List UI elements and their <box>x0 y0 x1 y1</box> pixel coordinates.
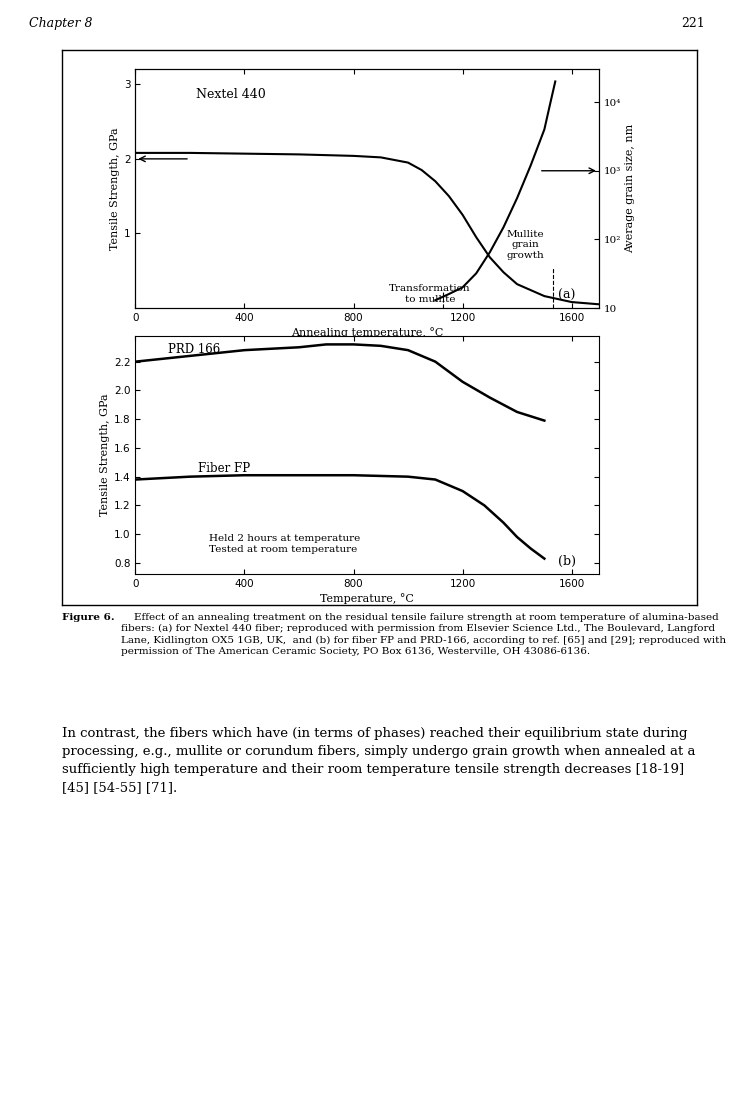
Text: 221: 221 <box>681 18 705 30</box>
Text: In contrast, the fibers which have (in terms of phases) reached their equilibriu: In contrast, the fibers which have (in t… <box>62 727 696 794</box>
Text: (a): (a) <box>559 289 575 302</box>
Text: PRD 166: PRD 166 <box>168 343 220 356</box>
Text: Transformation
to mullite: Transformation to mullite <box>389 284 470 303</box>
X-axis label: Temperature, °C: Temperature, °C <box>320 594 414 604</box>
Y-axis label: Tensile Strength, GPa: Tensile Strength, GPa <box>110 128 120 250</box>
Y-axis label: Average grain size, nm: Average grain size, nm <box>625 124 636 253</box>
Text: Mullite
grain
growth: Mullite grain growth <box>506 230 544 260</box>
X-axis label: Annealing temperature, °C: Annealing temperature, °C <box>291 327 443 337</box>
Text: Figure 6.: Figure 6. <box>62 613 115 622</box>
Text: Fiber FP: Fiber FP <box>198 463 250 475</box>
Y-axis label: Tensile Strength, GPa: Tensile Strength, GPa <box>100 394 110 516</box>
Text: Nextel 440: Nextel 440 <box>196 88 266 101</box>
Text: Chapter 8: Chapter 8 <box>29 18 93 30</box>
Text: Held 2 hours at temperature
Tested at room temperature: Held 2 hours at temperature Tested at ro… <box>209 534 360 554</box>
Text: (b): (b) <box>558 555 575 568</box>
Text: Effect of an annealing treatment on the residual tensile failure strength at roo: Effect of an annealing treatment on the … <box>121 613 726 656</box>
